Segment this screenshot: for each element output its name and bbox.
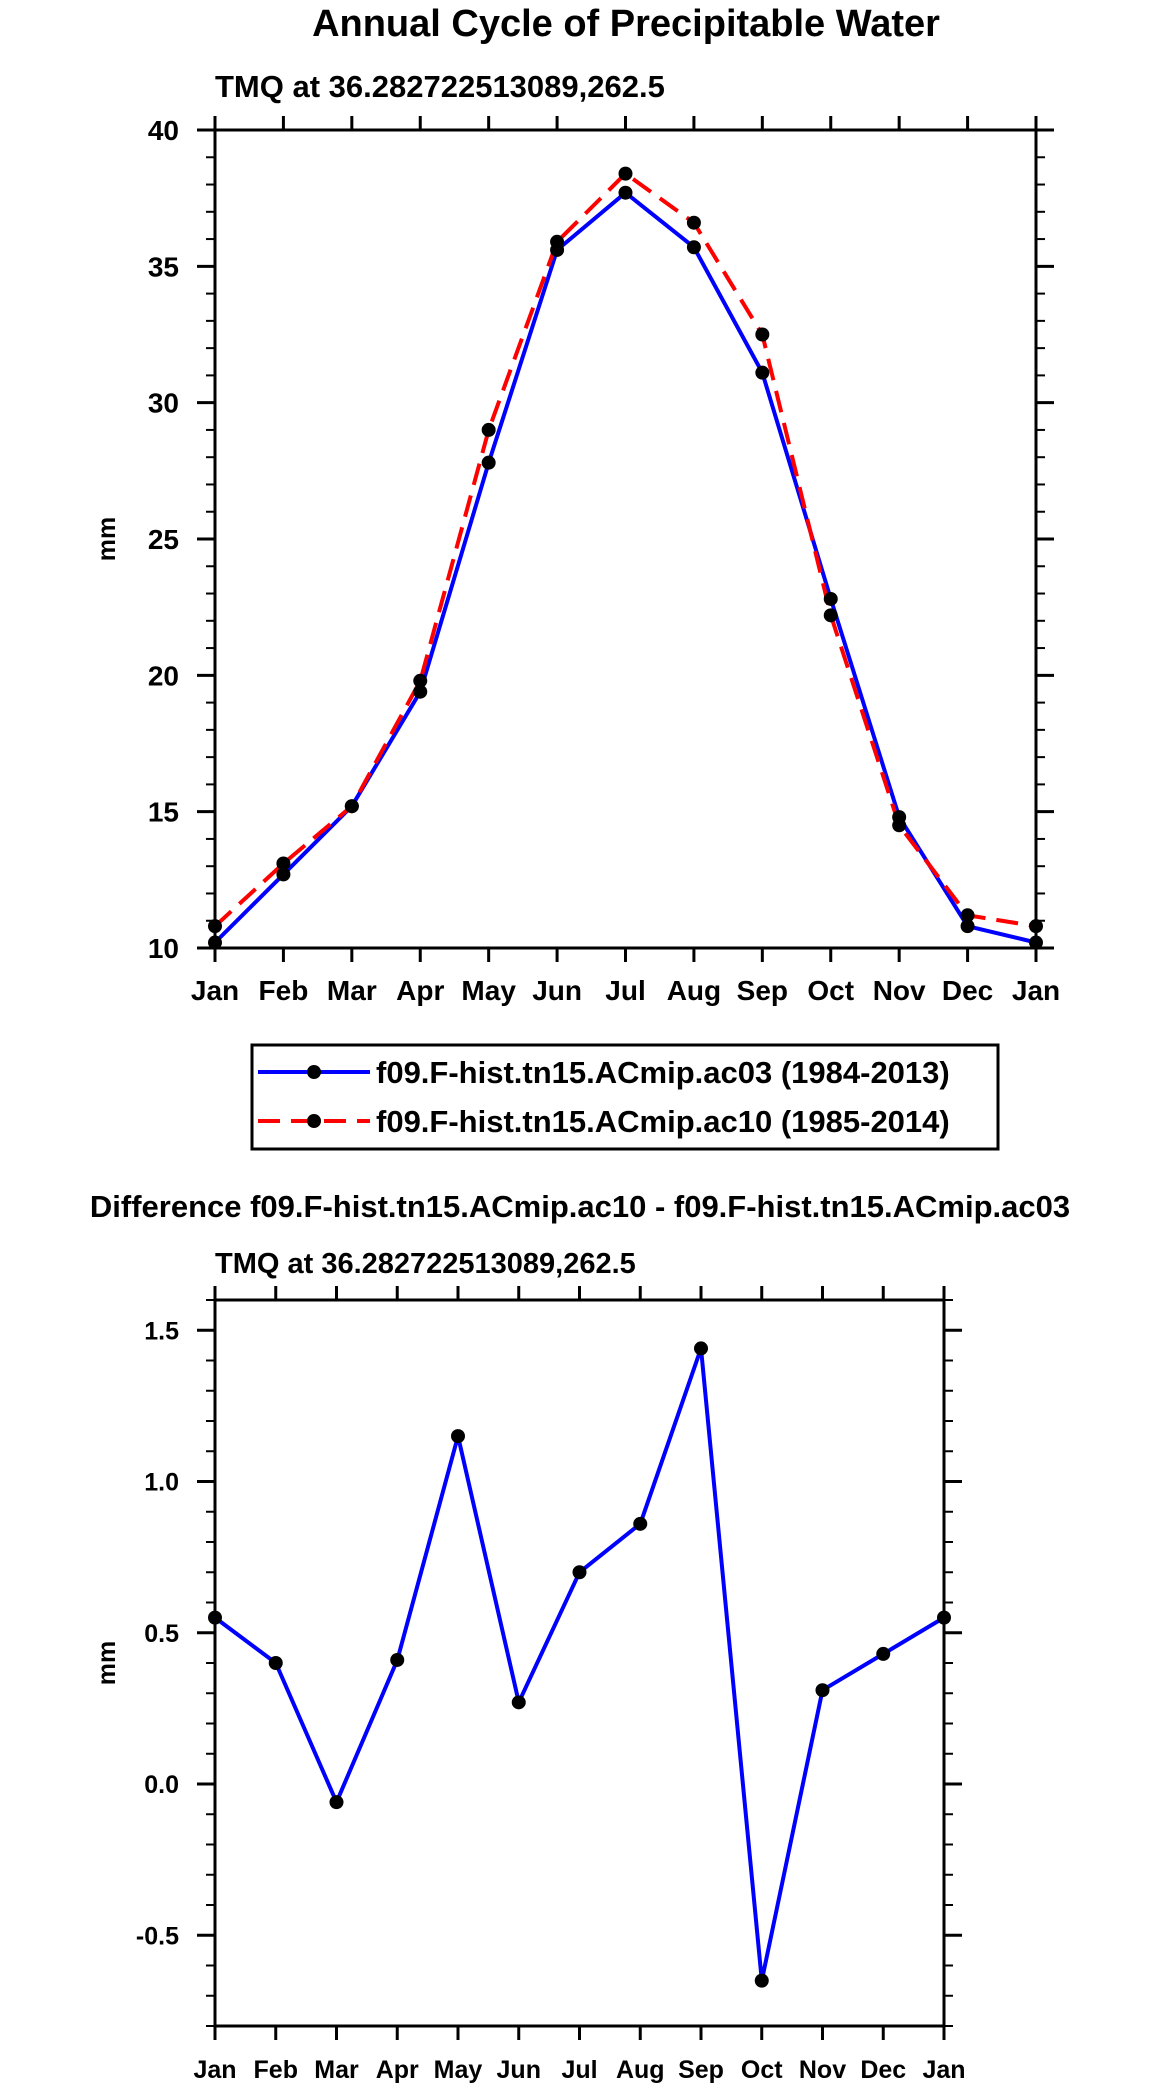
legend: f09.F-hist.tn15.ACmip.ac03 (1984-2013) f0…: [250, 1043, 1000, 1151]
x-tick-label: May: [461, 975, 516, 1006]
chart-annual-cycle: Jan Feb Mar Apr May Jun Jul Aug Sep Oct Nov Dec Jan 1…: [93, 115, 1060, 1006]
data-point-0-1-1: [276, 856, 291, 871]
plot-frame: [213, 128, 1038, 950]
series-line-1-0: [213, 1346, 946, 1983]
data-point-0-1-6: [618, 166, 633, 181]
x-tick-label: Aug: [616, 2056, 665, 2084]
x-tick-label: Oct: [807, 975, 854, 1006]
x-tick-label: Feb: [254, 2056, 298, 2084]
x-tick-label: Jan: [922, 2056, 965, 2084]
data-point-0-1-12: [1029, 919, 1043, 934]
data-point-1-0-7: [633, 1516, 648, 1531]
x-tick-label: Jul: [561, 2056, 597, 2084]
y-axis-label: mm: [93, 1641, 121, 1685]
legend-marker-0: [307, 1065, 321, 1079]
y-tick-label: 35: [148, 251, 179, 282]
data-point-1-0-4: [451, 1429, 465, 1444]
data-point-0-0-7: [686, 240, 701, 255]
series-line-0-0: [213, 190, 1037, 945]
legend-label-0: f09.F-hist.tn15.ACmip.ac03 (1984-2013): [376, 1055, 950, 1090]
data-point-1-0-8: [694, 1341, 708, 1356]
x-tick-label: May: [434, 2056, 483, 2084]
data-point-0-0-0: [208, 935, 222, 950]
data-point-0-1-3: [413, 673, 428, 688]
data-point-0-1-11: [960, 908, 975, 923]
x-tick-label: Nov: [873, 975, 926, 1006]
x-tick-label: Sep: [737, 975, 788, 1006]
x-tick-label: Aug: [667, 975, 721, 1006]
x-tick-label: Feb: [259, 975, 309, 1006]
data-point-1-0-3: [390, 1652, 405, 1667]
data-point-1-0-1: [268, 1656, 283, 1670]
main-title: Annual Cycle of Precipitable Water: [312, 3, 940, 45]
y-tick-label: 15: [148, 797, 179, 828]
y-tick-label: -0.5: [136, 1922, 179, 1950]
legend-box: [250, 1043, 1000, 1151]
y-tick-label: 25: [148, 524, 179, 555]
data-point-0-1-5: [550, 234, 565, 249]
x-tick-label: Mar: [314, 2056, 359, 2084]
chart1-subtitle: TMQ at 36.282722513089,262.5: [215, 69, 665, 104]
y-tick-label: 40: [148, 115, 179, 146]
y-axis-label: mm: [93, 517, 121, 561]
data-point-0-0-3: [413, 684, 428, 699]
data-point-0-0-1: [276, 867, 291, 882]
y-tick-label: 10: [148, 933, 179, 964]
data-point-0-0-4: [481, 455, 496, 470]
chart-difference: Jan Feb Mar Apr May Jun Jul Aug Sep Oct Nov Dec Jan -…: [93, 1286, 966, 2084]
x-tick-label: Apr: [396, 975, 444, 1006]
data-point-0-1-7: [686, 215, 701, 230]
x-tick-label: Oct: [741, 2056, 783, 2084]
y-tick-label: 1.0: [144, 1469, 179, 1497]
x-tick-label: Jun: [497, 2056, 541, 2084]
data-point-0-1-9: [823, 608, 838, 623]
chart2-title: Difference f09.F-hist.tn15.ACmip.ac10 - …: [90, 1189, 1070, 1224]
data-point-0-0-8: [755, 365, 770, 380]
x-tick-label: Sep: [678, 2056, 724, 2084]
x-tick-label: Jan: [1012, 975, 1060, 1006]
x-tick-label: Apr: [376, 2056, 419, 2084]
x-tick-label: Jun: [532, 975, 582, 1006]
chart2-subtitle: TMQ at 36.282722513089,262.5: [215, 1248, 636, 1280]
x-tick-label: Dec: [860, 2056, 906, 2084]
data-point-1-0-0: [208, 1610, 222, 1625]
data-point-0-1-10: [892, 818, 907, 833]
data-point-1-0-9: [754, 1973, 769, 1988]
data-point-1-0-12: [937, 1610, 951, 1625]
data-point-0-0-12: [1029, 935, 1043, 950]
data-point-0-1-0: [208, 919, 222, 934]
legend-label-1: f09.F-hist.tn15.ACmip.ac10 (1985-2014): [376, 1104, 950, 1139]
data-point-1-0-11: [876, 1646, 891, 1661]
data-point-0-0-9: [823, 591, 838, 606]
x-tick-label: Jan: [191, 975, 239, 1006]
data-point-0-1-4: [481, 422, 496, 437]
plot-frame: [213, 1298, 946, 2028]
x-tick-label: Mar: [327, 975, 377, 1006]
data-point-1-0-5: [511, 1695, 526, 1710]
y-tick-label: 1.5: [144, 1317, 179, 1345]
data-point-0-0-6: [618, 185, 633, 200]
data-point-0-1-8: [755, 327, 770, 342]
y-tick-label: 20: [148, 660, 179, 691]
legend-marker-1: [307, 1114, 321, 1128]
data-point-1-0-10: [815, 1683, 830, 1698]
x-tick-label: Jan: [193, 2056, 236, 2084]
data-point-0-1-2: [344, 799, 359, 814]
x-tick-label: Dec: [942, 975, 993, 1006]
x-tick-label: Jul: [605, 975, 645, 1006]
x-tick-label: Nov: [799, 2056, 846, 2084]
data-point-1-0-2: [329, 1795, 344, 1810]
data-point-0-0-11: [960, 919, 975, 934]
y-tick-label: 30: [148, 388, 179, 419]
y-tick-label: 0.5: [144, 1620, 179, 1648]
data-point-1-0-6: [572, 1565, 587, 1580]
series-line-0-1: [213, 171, 1037, 929]
y-tick-label: 0.0: [144, 1771, 179, 1799]
